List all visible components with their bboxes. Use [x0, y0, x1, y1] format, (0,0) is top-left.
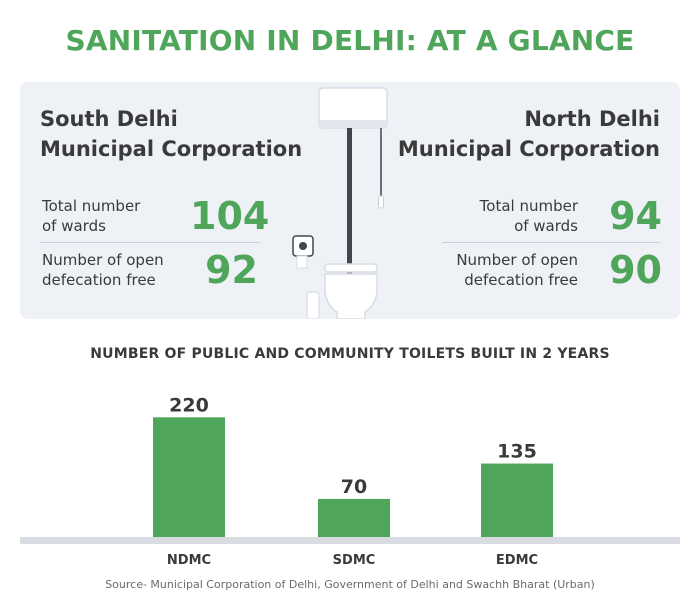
flush-pipe: [347, 128, 352, 276]
tick-label-sdmc: SDMC: [333, 553, 376, 568]
north-wards-label-line2: of wards: [514, 217, 578, 235]
bar-ndmc: [153, 417, 225, 537]
north-wards-value: 94: [609, 194, 662, 238]
south-corporation-name: South Delhi Municipal Corporation: [40, 104, 320, 164]
north-odf-label: Number of open defecation free: [420, 250, 578, 290]
south-odf-label: Number of open defecation free: [42, 250, 164, 290]
north-divider: [442, 242, 660, 243]
toilet-brush: [306, 291, 320, 319]
south-odf-label-line1: Number of open: [42, 251, 164, 269]
bar-chart: 220 NDMC 70 SDMC 135 EDMC: [20, 394, 680, 568]
cistern-base: [319, 120, 387, 128]
south-wards-label-line1: Total number: [42, 197, 141, 215]
south-divider: [40, 242, 260, 243]
south-wards-value: 104: [190, 194, 270, 238]
south-name-line1: South Delhi: [40, 107, 178, 131]
south-wards-label: Total number of wards: [42, 196, 140, 236]
south-wards-label-line2: of wards: [42, 217, 106, 235]
toilet-icon: [292, 87, 388, 319]
tick-label-ndmc: NDMC: [167, 553, 211, 568]
north-odf-label-line1: Number of open: [456, 251, 578, 269]
north-corporation-name: North Delhi Municipal Corporation: [380, 104, 660, 164]
toilet-paper-core: [299, 242, 307, 250]
page-title: SANITATION IN DELHI: AT A GLANCE: [65, 24, 635, 57]
data-label-edmc: 135: [497, 441, 537, 463]
south-odf-value: 92: [205, 248, 258, 292]
toilet-lid: [324, 263, 378, 273]
toilet-bowl: [324, 273, 378, 319]
chain-handle: [378, 195, 384, 209]
bar-edmc: [481, 463, 553, 537]
chart-baseline: [20, 537, 680, 544]
north-wards-label-line1: Total number: [479, 197, 578, 215]
north-odf-value: 90: [609, 248, 662, 292]
bar-sdmc: [318, 498, 390, 537]
source-note: Source- Municipal Corporation of Delhi, …: [105, 578, 595, 591]
toilet-paper-sheet: [296, 255, 308, 269]
north-odf-label-line2: defecation free: [464, 271, 578, 289]
chart-title: NUMBER OF PUBLIC AND COMMUNITY TOILETS B…: [90, 346, 610, 362]
data-label-sdmc: 70: [341, 476, 367, 498]
north-name-line2: Municipal Corporation: [397, 137, 660, 161]
north-wards-label: Total number of wards: [440, 196, 578, 236]
south-name-line2: Municipal Corporation: [40, 137, 303, 161]
north-name-line1: North Delhi: [524, 107, 660, 131]
data-label-ndmc: 220: [169, 394, 209, 416]
tick-label-edmc: EDMC: [496, 553, 538, 568]
south-odf-label-line2: defecation free: [42, 271, 156, 289]
